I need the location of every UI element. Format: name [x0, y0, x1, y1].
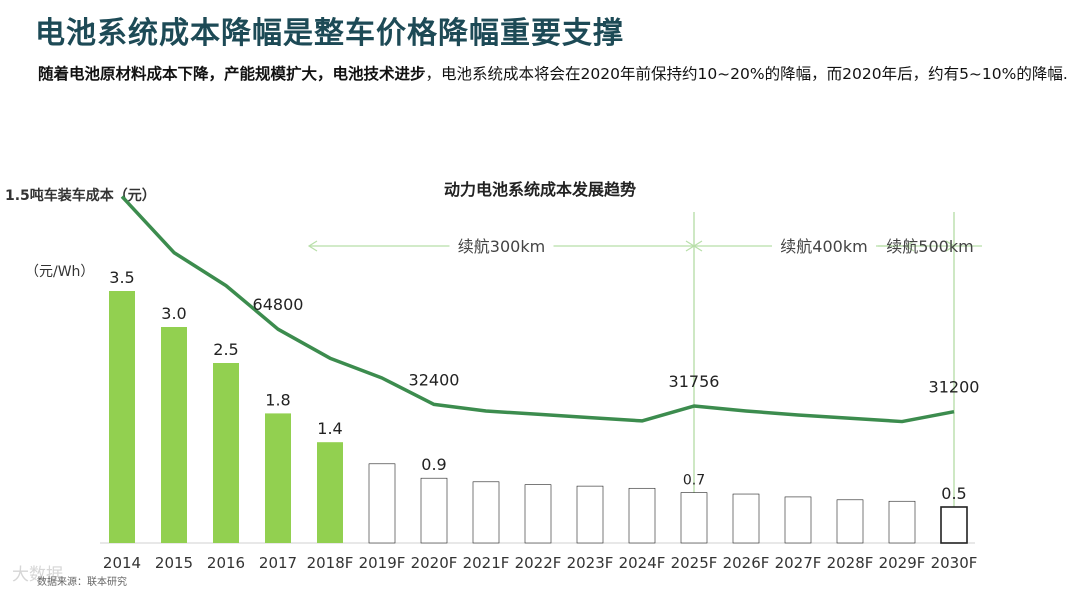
bar-2030F [940, 506, 968, 544]
bar-axis-label: （元/Wh） [25, 264, 95, 280]
bar-value-label-2014: 3.5 [109, 268, 134, 287]
bar-value-label-2018F: 1.4 [317, 419, 342, 438]
range-label: 续航400km [780, 237, 867, 256]
x-tick-label-2018F: 2018F [307, 554, 354, 572]
x-tick-label-2024F: 2024F [619, 554, 666, 572]
x-tick-label-2027F: 2027F [775, 554, 822, 572]
bar-value-label-2030F: 0.5 [941, 484, 966, 503]
bar-2020F [420, 477, 448, 544]
x-tick-label-2014: 2014 [103, 554, 141, 572]
line-value-label-2030F: 31200 [929, 378, 980, 397]
source-note: 数据来源：联本研究 [37, 577, 127, 588]
bar-value-label-2020F: 0.9 [421, 455, 446, 474]
bar-2021F [472, 481, 500, 544]
line-value-label-2017: 64800 [253, 295, 304, 314]
x-tick-label-2026F: 2026F [723, 554, 770, 572]
bar-2026F [732, 493, 760, 544]
range-arrowhead-left [904, 240, 915, 252]
bar-value-label-2025F: 0.7 [683, 473, 705, 489]
x-tick-label-2016: 2016 [207, 554, 245, 572]
x-tick-label-2029F: 2029F [879, 554, 926, 572]
page-title: 电池系统成本降幅是整车价格降幅重要支撑 [35, 16, 624, 51]
bar-2025F [680, 492, 708, 544]
x-tick-label-2025F: 2025F [671, 554, 718, 572]
line-value-label-2025F: 31756 [669, 372, 720, 391]
range-arrowhead-right [945, 240, 956, 252]
range-arrowhead-left [307, 240, 318, 252]
bar-2028F [836, 499, 864, 544]
x-tick-label-2022F: 2022F [515, 554, 562, 572]
bar-2022F [524, 484, 552, 544]
subtitle-text: ，电池系统成本将会在2020年前保持约10~20%的降幅，而2020年后，约有5… [425, 65, 1068, 83]
watermark: 大数据 [12, 565, 63, 585]
bar-2027F [784, 496, 812, 544]
bar-2024F [628, 487, 656, 544]
bar-value-label-2015: 3.0 [161, 304, 186, 323]
range-label: 续航500km [886, 237, 973, 256]
bar-2015 [161, 327, 187, 543]
x-tick-label-2019F: 2019F [359, 554, 406, 572]
chart-title: 动力电池系统成本发展趋势 [443, 180, 636, 199]
line-value-label-2020F: 32400 [409, 370, 460, 389]
bar-2017 [265, 413, 291, 543]
x-tick-label-2015: 2015 [155, 554, 193, 572]
bar-2014 [109, 291, 135, 543]
x-tick-label-2020F: 2020F [411, 554, 458, 572]
range-arrowhead-left [692, 240, 703, 252]
x-tick-label-2023F: 2023F [567, 554, 614, 572]
x-tick-label-2028F: 2028F [827, 554, 874, 572]
bar-value-label-2017: 1.8 [265, 390, 290, 409]
x-tick-label-2030F: 2030F [931, 554, 978, 572]
range-label: 续航300km [458, 237, 545, 256]
x-tick-label-2017: 2017 [259, 554, 297, 572]
page-subtitle: 随着电池原材料成本下降，产能规模扩大，电池技术进步，电池系统成本将会在2020年… [38, 62, 1068, 86]
bar-2019F [368, 463, 396, 544]
bar-2029F [888, 500, 916, 544]
bar-2016 [213, 363, 239, 543]
bar-value-label-2016: 2.5 [213, 340, 238, 359]
x-tick-label-2021F: 2021F [463, 554, 510, 572]
cost-line-series [120, 195, 955, 424]
line-axis-label: 1.5吨车装车成本（元） [5, 188, 156, 204]
subtitle-bold-text: 随着电池原材料成本下降，产能规模扩大，电池技术进步 [38, 65, 426, 83]
bar-2023F [576, 485, 604, 544]
bar-2018F [317, 442, 343, 543]
